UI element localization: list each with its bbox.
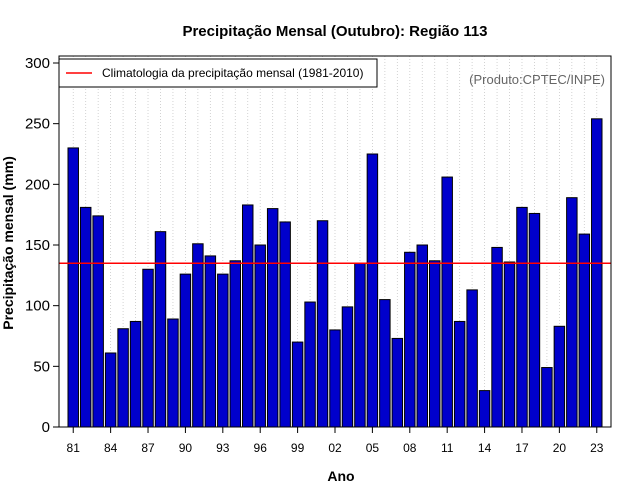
bar-09 [416,244,428,428]
x-tick-label: 08 [403,441,417,455]
bar-17 [516,206,528,428]
bar-18 [528,212,541,428]
y-axis: 0 50 100 150 200 250 300 [25,55,59,436]
bar-92 [204,255,217,428]
bar-20 [553,325,566,428]
x-tick-label: 81 [67,441,81,455]
bar-19 [541,367,553,428]
bar-11 [441,176,453,428]
chart-title: Precipitação Mensal (Outubro): Região 11… [182,23,487,40]
y-tick-label: 0 [42,419,50,436]
bar-82 [79,206,92,428]
bar-97 [266,208,279,428]
x-tick-label: 05 [366,441,380,455]
y-tick-label: 200 [25,176,50,193]
bar-08 [404,251,416,428]
bar-01 [316,220,329,428]
bar-84 [104,352,117,428]
bar-02 [329,329,341,428]
bar-89 [167,318,179,428]
bar-13 [466,289,478,428]
bar-96 [254,244,266,428]
x-tick-label: 87 [141,441,155,455]
bar-06 [379,299,391,428]
legend-label: Climatologia da precipitação mensal (198… [102,66,363,80]
x-axis-label: Ano [327,468,354,484]
x-tick-label: 17 [515,441,529,455]
bar-91 [192,243,204,428]
x-tick-label: 96 [254,441,268,455]
x-tick-label: 93 [216,441,230,455]
x-tick-label: 84 [104,441,118,455]
bar-87 [142,268,154,428]
y-tick-label: 50 [33,358,50,375]
y-tick-label: 300 [25,55,50,72]
x-tick-label: 23 [590,441,604,455]
bar-99 [291,341,304,428]
bar-23 [591,118,603,428]
bar-16 [503,261,516,428]
y-tick-label: 250 [25,116,50,133]
bar-12 [453,320,466,428]
bar-14 [478,390,491,428]
y-tick-label: 150 [25,237,50,254]
bar-81 [67,147,79,428]
bar-93 [217,273,229,428]
legend-box [58,58,378,88]
bar-04 [354,262,366,428]
bar-88 [154,231,167,428]
bar-90 [179,273,192,428]
x-tick-label: 99 [291,441,305,455]
bar-10 [428,260,441,428]
legend: Climatologia da precipitação mensal (198… [58,58,378,88]
credit-text: (Produto:CPTEC/INPE) [469,72,605,87]
bar-15 [491,246,503,428]
bar-86 [129,320,142,428]
x-tick-label: 02 [328,441,342,455]
bar-21 [566,197,578,428]
bar-94 [229,260,242,428]
bar-03 [341,306,354,428]
bar-98 [279,221,291,428]
x-axis: 81 84 87 90 93 96 99 02 05 08 11 14 17 20 23 [67,427,604,455]
bar-95 [242,204,254,428]
y-axis-label: Precipitação mensal (mm) [0,156,16,330]
x-tick-label: 90 [179,441,193,455]
bar-05 [366,153,379,428]
y-tick-label: 100 [25,298,50,315]
x-tick-label: 14 [478,441,492,455]
bar-83 [92,215,104,428]
x-tick-label: 20 [553,441,567,455]
bar-00 [304,301,316,428]
bars [67,118,603,428]
x-tick-label: 11 [441,441,454,455]
bar-07 [391,337,404,428]
bar-85 [117,328,129,428]
